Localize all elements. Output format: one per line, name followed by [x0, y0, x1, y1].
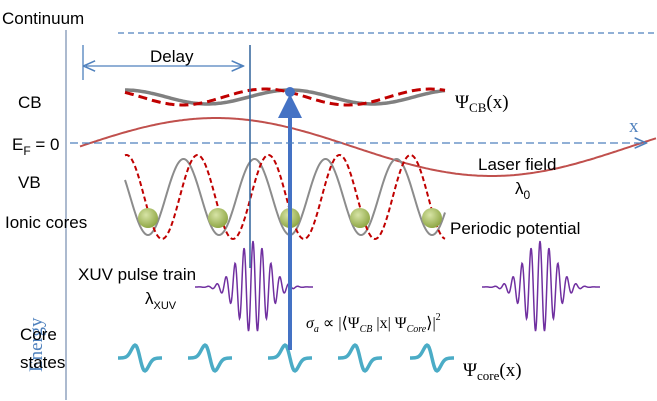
- core-states-label: states: [20, 353, 65, 372]
- ionic-core: [138, 208, 158, 228]
- psi-cb-label: ΨCB(x): [455, 92, 509, 115]
- cb-label: CB: [18, 93, 42, 112]
- core-state: [268, 343, 312, 373]
- ionic-core: [422, 208, 442, 228]
- energy-label: Energy: [26, 317, 47, 372]
- continuum-label: Continuum: [2, 9, 84, 28]
- curves: [79, 87, 657, 373]
- core-states-label: Core: [20, 325, 57, 344]
- ionic-core: [208, 208, 228, 228]
- core-state: [338, 343, 382, 373]
- periodic-potential-label: Periodic potential: [450, 219, 580, 238]
- ionic-cores-label: Ionic cores: [5, 213, 87, 232]
- psi-core-label: Ψcore(x): [463, 360, 522, 383]
- xuv-pulse: [482, 240, 600, 332]
- excitation-dot: [285, 87, 295, 97]
- fermi-label: EF = 0: [12, 135, 60, 158]
- potential: [124, 158, 446, 237]
- cb-wave-dashed: [124, 87, 446, 107]
- lambda-xuv-label: λXUV: [145, 289, 177, 312]
- x-axis-label: x: [629, 116, 639, 137]
- xuv-pulse: [195, 240, 313, 332]
- ionic-core: [350, 208, 370, 228]
- laser-field-label: Laser field: [478, 155, 556, 174]
- xuv-label: XUV pulse train: [78, 265, 196, 284]
- valence-wave: [124, 154, 446, 241]
- core-state: [188, 343, 232, 373]
- delay-label: Delay: [150, 47, 194, 66]
- vb-label: VB: [18, 173, 41, 192]
- core-state: [118, 343, 162, 373]
- laser-field: [79, 117, 657, 177]
- cb-wave: [125, 88, 446, 106]
- cross-section-formula: σa ∝ |⟨ΨCB |x| ΨCore⟩|2: [306, 312, 441, 335]
- lambda0-label: λ0: [515, 179, 531, 202]
- core-state: [410, 343, 454, 373]
